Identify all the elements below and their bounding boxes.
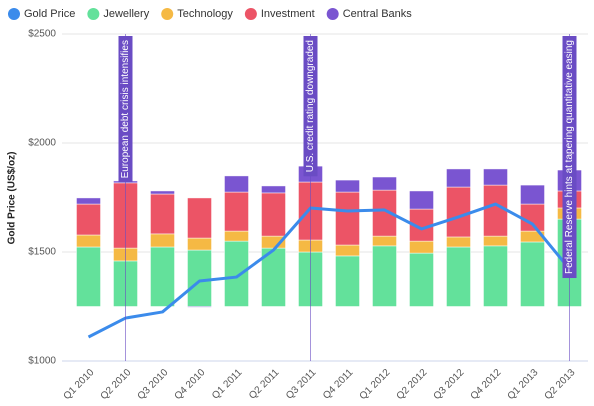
x-tick-label: Q4 2010 — [173, 367, 208, 402]
bar-segment — [335, 179, 360, 193]
legend-marker — [161, 8, 174, 20]
bar-segment — [224, 175, 249, 193]
annotation-text: U.S. credit rating downgraded — [305, 40, 316, 172]
bar-segment — [150, 193, 175, 235]
legend-marker — [8, 8, 20, 20]
bar-segment — [372, 235, 397, 247]
legend-marker — [326, 8, 339, 20]
bar-segment — [446, 236, 471, 248]
bar-segment — [335, 244, 360, 257]
y-tick-label: $2500 — [28, 29, 56, 40]
bar-segment — [483, 245, 508, 307]
bar-segment — [409, 252, 434, 307]
price-line — [87, 202, 571, 339]
y-axis-label: Gold Price (US$/oz) — [7, 152, 18, 245]
x-tick-label: Q2 2010 — [99, 367, 134, 402]
bar-segment — [76, 234, 101, 248]
x-tick-label: Q4 2011 — [321, 367, 356, 402]
x-tick-label: Q1 2011 — [210, 367, 245, 402]
bar-segment — [261, 192, 286, 237]
bar-segment — [520, 241, 545, 307]
bar-segment — [261, 247, 286, 307]
bar-segment — [187, 237, 212, 251]
bar-segment — [372, 245, 397, 307]
bar-segment — [187, 197, 212, 239]
annotation-text: Federal Reserve hints at tapering quanti… — [564, 40, 575, 274]
x-tick-label: Q2 2012 — [395, 367, 430, 402]
bar-segment — [372, 176, 397, 191]
bar-segment — [150, 233, 175, 248]
x-tick-label: Q1 2010 — [62, 367, 97, 402]
bar-segment — [187, 306, 212, 308]
legend-label: Central Banks — [343, 8, 413, 20]
bar-segment — [335, 255, 360, 307]
annotation: Federal Reserve hints at tapering quanti… — [562, 36, 577, 279]
annotation: European debt crisis intensifies — [118, 36, 133, 183]
bar-segment — [224, 240, 249, 307]
bar-segment — [150, 190, 175, 195]
x-tick-label: Q1 2013 — [506, 367, 541, 402]
legend-label: Gold Price — [24, 8, 75, 20]
bar-segment — [409, 190, 434, 210]
bar-segment — [483, 235, 508, 247]
legend-marker — [87, 8, 100, 20]
annotation-box — [303, 36, 318, 177]
bar-segment — [76, 203, 101, 236]
bar-segment — [409, 240, 434, 254]
bar-segment — [150, 246, 175, 307]
bar-segment — [187, 249, 212, 307]
annotation-text: European debt crisis intensifies — [120, 40, 131, 178]
bar-segment — [224, 230, 249, 242]
y-tick-label: $2000 — [28, 138, 56, 149]
bar-segment — [483, 184, 508, 237]
x-tick-label: Q4 2012 — [469, 367, 504, 402]
bar-segment — [261, 185, 286, 194]
annotation: U.S. credit rating downgraded — [303, 36, 318, 177]
bar-segment — [446, 186, 471, 238]
bar-segment — [446, 246, 471, 307]
bar-segment — [483, 168, 508, 186]
bar-segment — [446, 168, 471, 188]
x-tick-label: Q3 2012 — [432, 367, 467, 402]
bar-segment — [335, 191, 360, 246]
legend-label: Investment — [261, 8, 315, 20]
x-tick-label: Q2 2013 — [543, 367, 578, 402]
bar-segment — [76, 246, 101, 307]
bar-segment — [224, 191, 249, 232]
legend-label: Technology — [177, 8, 233, 20]
annotation-box — [118, 36, 133, 183]
bar-segment — [520, 203, 545, 232]
y-tick-label: $1500 — [28, 247, 56, 258]
bar-segment — [76, 197, 101, 205]
y-tick-label: $1000 — [28, 356, 56, 367]
x-tick-label: Q3 2010 — [136, 367, 171, 402]
x-tick-label: Q3 2011 — [284, 367, 319, 402]
x-tick-label: Q1 2012 — [358, 367, 393, 402]
annotation-box — [562, 36, 577, 279]
x-tick-label: Q2 2011 — [247, 367, 282, 402]
legend-label: Jewellery — [103, 8, 149, 20]
legend-marker — [244, 8, 257, 20]
bar-segment — [520, 184, 545, 205]
